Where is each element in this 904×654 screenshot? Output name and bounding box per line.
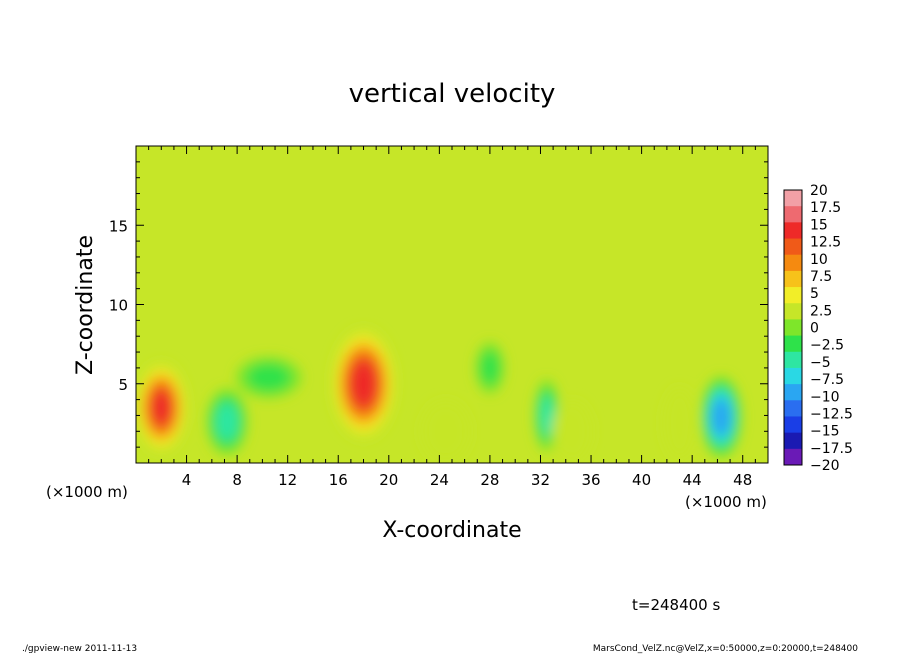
feature-contour	[350, 360, 377, 407]
colorbar-segment	[784, 335, 802, 353]
colorbar-segment	[784, 206, 802, 223]
colorbar-segment	[784, 367, 802, 385]
feature-contour	[711, 398, 731, 436]
plot-area	[136, 146, 768, 463]
field-feature	[663, 387, 696, 459]
colorbar-segment	[784, 254, 802, 272]
y-axis: 5 10 15	[109, 161, 768, 448]
y-tick-label: 15	[109, 217, 128, 235]
colorbar-label: 10	[810, 252, 828, 268]
colorbar-segment	[784, 432, 802, 450]
field-feature	[236, 357, 302, 398]
colorbar-segment	[784, 287, 802, 304]
colorbar-label: 12.5	[810, 235, 841, 251]
colorbar-label: −17.5	[810, 441, 853, 457]
colorbar-label: −7.5	[810, 372, 844, 388]
colorbar-label: −10	[810, 389, 840, 405]
x-unit-label-right: (×1000 m)	[685, 493, 767, 511]
x-tick-label: 48	[733, 471, 752, 489]
feature-contour	[551, 400, 593, 462]
feature-contour	[663, 387, 696, 459]
colorbar-segment	[784, 448, 802, 466]
field-feature	[534, 379, 559, 451]
colorbar-segment	[784, 319, 802, 337]
colorbar-label: −2.5	[810, 338, 844, 354]
colorbar-segment	[784, 416, 802, 434]
colorbar-segment	[784, 400, 802, 417]
field-feature	[421, 400, 470, 462]
colorbar-label: −12.5	[810, 406, 853, 422]
colorbar-segment	[784, 222, 802, 240]
colorbar-segment	[784, 270, 802, 288]
colorbar-label: −5	[810, 355, 831, 371]
colorbar-label: 17.5	[810, 200, 841, 216]
x-tick-label: 44	[683, 471, 702, 489]
colorbar-label: −15	[810, 424, 840, 440]
field-feature	[331, 327, 396, 440]
x-tick-label: 24	[430, 471, 449, 489]
x-unit-label-left: (×1000 m)	[46, 483, 128, 501]
feature-contour	[246, 363, 291, 392]
x-tick-label: 28	[480, 471, 499, 489]
x-tick-label: 16	[329, 471, 348, 489]
colorbar-frame	[783, 189, 803, 466]
x-tick-label: 32	[531, 471, 550, 489]
colorbar-label: 5	[810, 286, 819, 302]
field-feature	[136, 361, 188, 454]
x-axis: 4 8 12 16 20 24 28 32 36 40 44 48	[148, 146, 756, 489]
chart-title: vertical velocity	[349, 79, 556, 109]
x-tick-label: 20	[379, 471, 398, 489]
x-tick-label: 40	[632, 471, 651, 489]
feature-contour	[480, 350, 500, 386]
colorbar-label: −20	[810, 458, 840, 474]
colorbar-segment	[784, 384, 802, 401]
feature-contour	[421, 400, 470, 462]
x-tick-label: 8	[232, 471, 242, 489]
footer-right: MarsCond_VelZ.nc@VelZ,x=0:50000,z=0:2000…	[593, 644, 858, 654]
colorbar-label: 0	[810, 321, 819, 337]
feature-contour	[151, 390, 172, 425]
colorbar-segment	[784, 303, 802, 320]
colorbar-segment	[784, 351, 802, 369]
colorbar-segment	[784, 190, 802, 207]
field-feature	[551, 400, 593, 462]
x-tick-label: 36	[581, 471, 600, 489]
field-feature	[206, 388, 248, 455]
colorbar-label: 15	[810, 217, 828, 233]
y-axis-label: Z-coordinate	[73, 235, 98, 375]
field-feature	[701, 376, 742, 458]
y-tick-label: 10	[109, 297, 128, 315]
colorbar-label: 2.5	[810, 303, 832, 319]
colorbar-segment	[784, 238, 802, 256]
feature-contour	[215, 402, 239, 442]
feature-contour	[539, 394, 554, 437]
x-tick-label: 12	[278, 471, 297, 489]
y-tick-label: 5	[118, 376, 128, 394]
colorbar-label: 7.5	[810, 269, 832, 285]
time-label: t=248400 s	[632, 596, 720, 614]
x-tick-label: 4	[182, 471, 192, 489]
field-feature	[475, 342, 505, 394]
colorbar-label: 20	[810, 183, 828, 199]
x-axis-label: X-coordinate	[382, 518, 521, 543]
footer-left: ./gpview-new 2011-11-13	[22, 644, 137, 654]
